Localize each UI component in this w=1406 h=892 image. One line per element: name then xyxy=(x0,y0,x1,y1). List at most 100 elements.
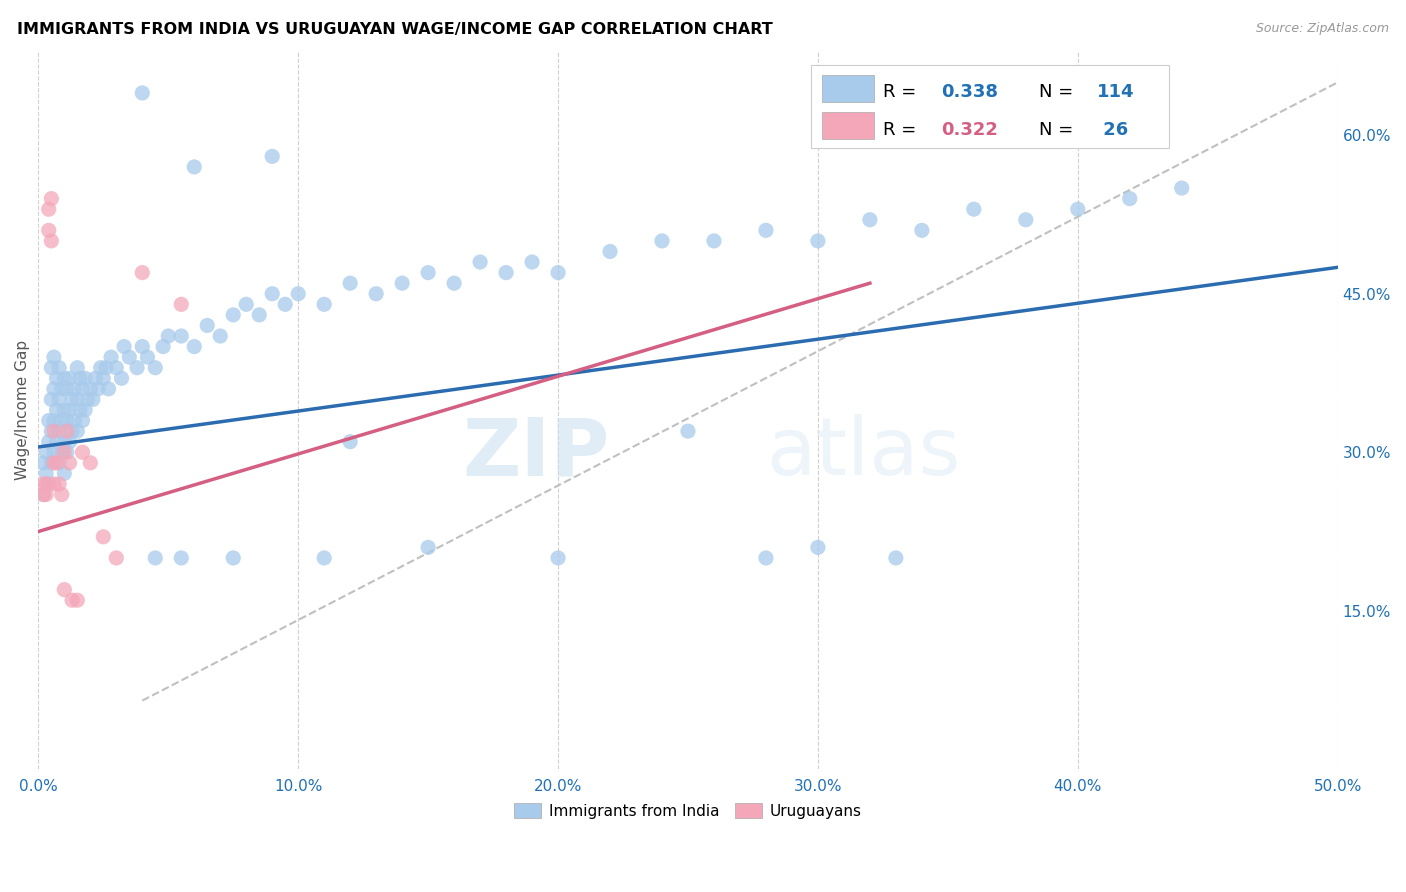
Point xyxy=(76,392,98,407)
Point xyxy=(42,424,65,438)
Point xyxy=(42,456,65,470)
Text: 114: 114 xyxy=(1097,83,1135,101)
Point xyxy=(105,550,128,565)
Text: Source: ZipAtlas.com: Source: ZipAtlas.com xyxy=(1256,22,1389,36)
Point xyxy=(32,477,55,491)
Point xyxy=(56,413,79,427)
Point xyxy=(391,276,413,290)
Point xyxy=(38,223,60,237)
Point xyxy=(75,403,97,417)
Point xyxy=(1119,192,1142,206)
Point xyxy=(222,550,245,565)
Point xyxy=(42,413,65,427)
Text: atlas: atlas xyxy=(766,414,960,492)
Point xyxy=(38,434,60,449)
Point xyxy=(66,392,89,407)
Point xyxy=(56,382,79,396)
Point xyxy=(125,360,148,375)
Point xyxy=(366,286,388,301)
Point xyxy=(468,255,491,269)
Point xyxy=(884,550,907,565)
Text: ZIP: ZIP xyxy=(463,414,610,492)
Point xyxy=(755,223,778,237)
Point xyxy=(755,550,778,565)
Point xyxy=(69,371,91,385)
Text: N =: N = xyxy=(1039,83,1078,101)
Point xyxy=(1170,181,1192,195)
Point xyxy=(105,360,128,375)
Point xyxy=(56,424,79,438)
Point xyxy=(314,297,336,311)
Point xyxy=(48,360,70,375)
Point xyxy=(287,286,309,301)
Point xyxy=(1067,202,1090,217)
Point xyxy=(48,477,70,491)
Point xyxy=(247,308,270,322)
Point xyxy=(79,382,101,396)
Point xyxy=(53,582,76,597)
Point xyxy=(48,424,70,438)
Point xyxy=(38,413,60,427)
Point xyxy=(131,340,153,354)
Point xyxy=(676,424,699,438)
Point xyxy=(91,530,114,544)
Point xyxy=(152,340,174,354)
Point xyxy=(63,382,86,396)
Point xyxy=(51,413,73,427)
Point xyxy=(41,456,63,470)
Point xyxy=(72,382,94,396)
Point xyxy=(100,350,122,364)
Point xyxy=(53,467,76,481)
Point xyxy=(314,550,336,565)
Point xyxy=(48,456,70,470)
Point xyxy=(651,234,673,248)
Text: 0.322: 0.322 xyxy=(942,120,998,139)
Point xyxy=(87,382,110,396)
Point xyxy=(262,286,284,301)
Point xyxy=(66,424,89,438)
Point xyxy=(110,371,132,385)
Point xyxy=(222,308,245,322)
Point xyxy=(136,350,159,364)
Point xyxy=(60,424,83,438)
Point xyxy=(53,403,76,417)
Point xyxy=(339,434,361,449)
Point xyxy=(53,445,76,459)
Point xyxy=(69,403,91,417)
Point xyxy=(183,340,205,354)
Text: R =: R = xyxy=(883,83,922,101)
Point xyxy=(41,234,63,248)
Point xyxy=(53,371,76,385)
Point xyxy=(703,234,725,248)
Point xyxy=(195,318,218,333)
Point xyxy=(32,487,55,501)
Point xyxy=(75,371,97,385)
Point xyxy=(94,360,117,375)
Point xyxy=(35,467,58,481)
Point xyxy=(157,329,180,343)
Point xyxy=(495,266,517,280)
Point xyxy=(143,360,166,375)
Point xyxy=(170,550,193,565)
Point xyxy=(84,371,107,385)
Point xyxy=(235,297,257,311)
Y-axis label: Wage/Income Gap: Wage/Income Gap xyxy=(15,340,30,480)
Point xyxy=(118,350,141,364)
Point xyxy=(45,403,67,417)
Point xyxy=(51,445,73,459)
Point xyxy=(859,212,882,227)
Point xyxy=(97,382,120,396)
FancyBboxPatch shape xyxy=(811,65,1168,148)
FancyBboxPatch shape xyxy=(823,112,873,139)
Point xyxy=(963,202,986,217)
Point xyxy=(63,413,86,427)
Text: IMMIGRANTS FROM INDIA VS URUGUAYAN WAGE/INCOME GAP CORRELATION CHART: IMMIGRANTS FROM INDIA VS URUGUAYAN WAGE/… xyxy=(17,22,773,37)
Point xyxy=(45,456,67,470)
Point xyxy=(416,541,439,555)
Point xyxy=(48,392,70,407)
Point xyxy=(51,382,73,396)
Point xyxy=(547,550,569,565)
Point xyxy=(51,487,73,501)
Point xyxy=(131,266,153,280)
Point xyxy=(58,371,80,385)
